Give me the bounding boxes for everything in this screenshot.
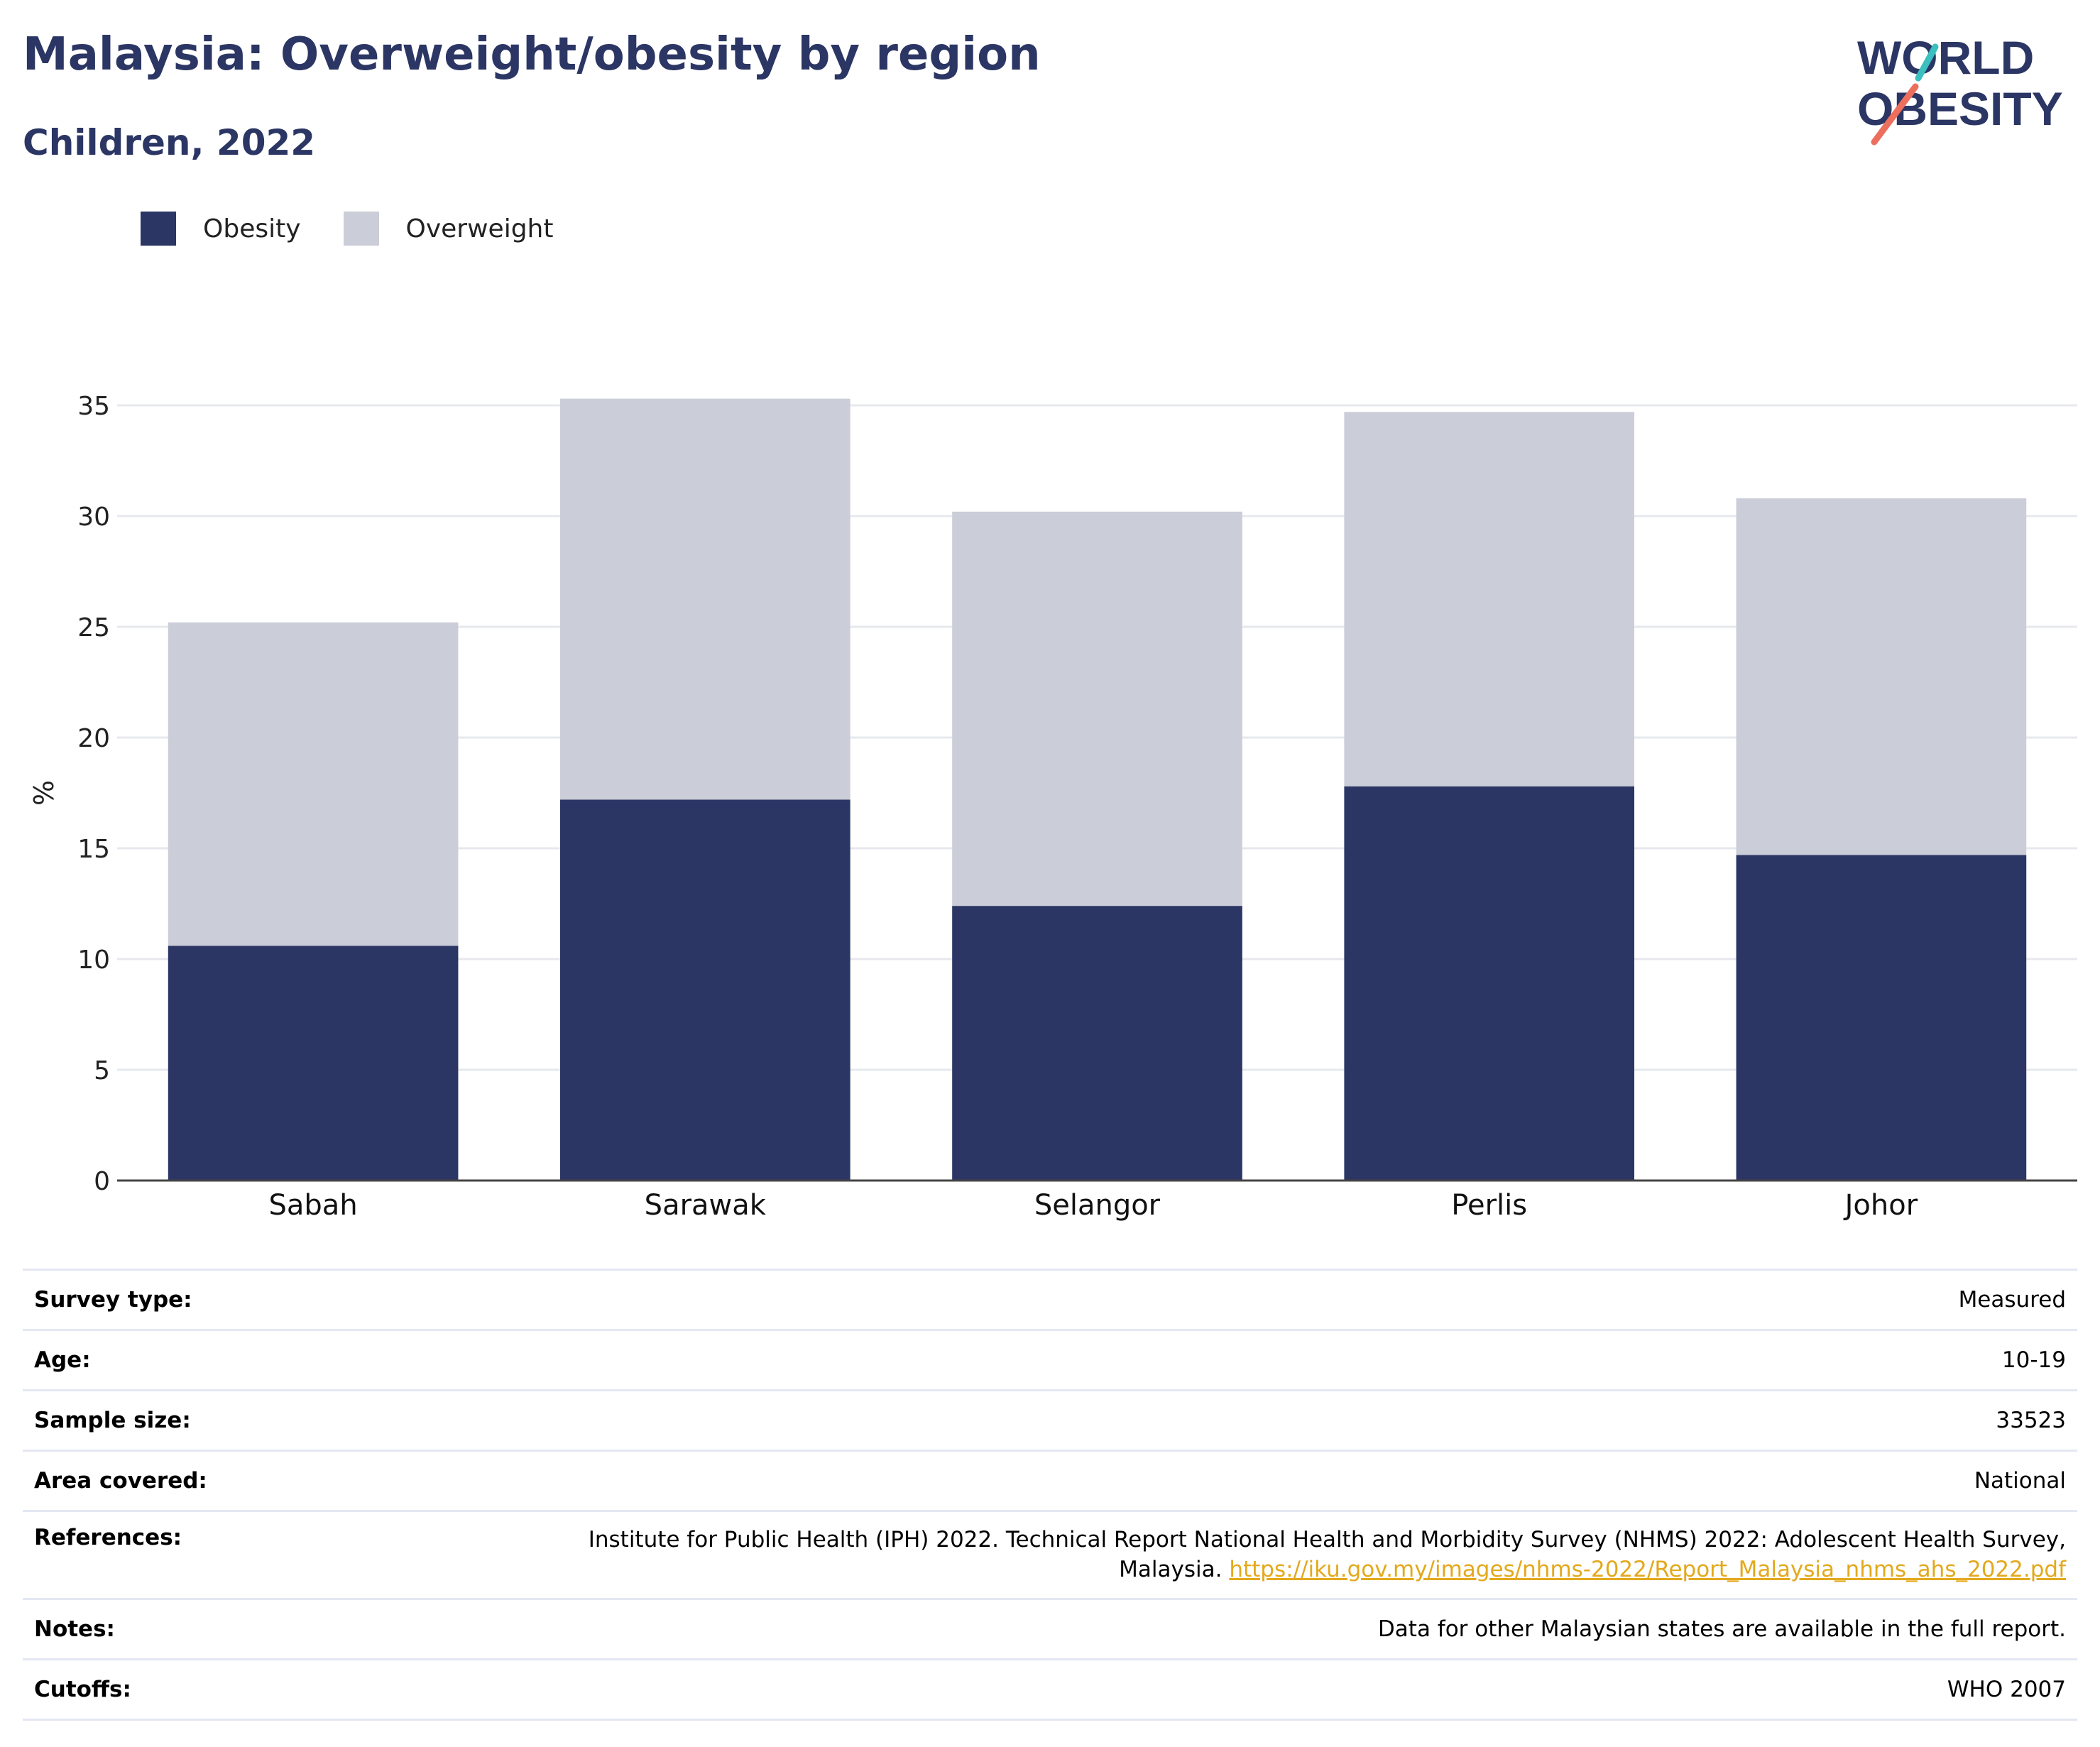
svg-text:WORLD: WORLD <box>1857 31 2034 84</box>
chart-legend: Obesity Overweight <box>141 210 596 247</box>
x-tick-label: Perlis <box>1451 1189 1527 1222</box>
svg-text:OBESITY: OBESITY <box>1857 82 2063 135</box>
y-tick-label: 35 <box>77 392 110 421</box>
reference-text: Institute for Public Health (IPH) 2022. … <box>588 1527 2066 1552</box>
x-tick-label: Sarawak <box>645 1189 767 1222</box>
chart-subtitle: Children, 2022 <box>23 122 316 163</box>
meta-key: References: <box>34 1525 182 1550</box>
y-tick-label: 5 <box>94 1056 110 1085</box>
bar-overweight-sarawak <box>559 398 851 800</box>
meta-key: Sample size: <box>34 1408 191 1433</box>
bar-overweight-selangor <box>952 511 1242 907</box>
bar-obesity-selangor <box>952 906 1242 1181</box>
meta-value: Data for other Malaysian states are avai… <box>1377 1616 2066 1642</box>
meta-row-sample-size: Sample size: 33523 <box>23 1389 2077 1450</box>
bar-overweight-johor <box>1736 498 2027 855</box>
bar-obesity-perlis <box>1344 786 1635 1181</box>
meta-key: Survey type: <box>34 1287 192 1313</box>
y-tick-label: 30 <box>77 503 110 532</box>
legend-label-obesity: Obesity <box>203 214 301 243</box>
meta-key: Area covered: <box>34 1468 207 1494</box>
legend-item-overweight[interactable]: Overweight <box>343 212 554 246</box>
bar-overweight-sabah <box>168 622 459 946</box>
meta-value: 33523 <box>1996 1408 2066 1433</box>
y-tick-label: 10 <box>77 946 110 975</box>
bar-obesity-sarawak <box>559 799 851 1181</box>
meta-key: Age: <box>34 1347 91 1373</box>
legend-swatch-overweight <box>343 212 379 246</box>
world-obesity-logo: WORLD OBESITY <box>1857 31 2063 146</box>
meta-value: Institute for Public Health (IPH) 2022. … <box>589 1525 2077 1584</box>
chart-title: Malaysia: Overweight/obesity by region <box>23 28 1041 81</box>
stacked-bar-chart: 0 5 10 15 20 25 30 35% Sabah Sarawak Selangor Perli… <box>28 392 2077 1222</box>
x-tick-label: Selangor <box>1034 1189 1161 1222</box>
meta-row-area: Area covered: National <box>23 1450 2077 1510</box>
bar-obesity-johor <box>1736 855 2027 1181</box>
legend-swatch-obesity <box>141 212 176 246</box>
reference-link[interactable]: https://iku.gov.my/images/nhms-2022/Repo… <box>1229 1557 2066 1582</box>
meta-key: Cutoffs: <box>34 1677 131 1702</box>
meta-key: Notes: <box>34 1616 115 1642</box>
meta-row-notes: Notes: Data for other Malaysian states a… <box>23 1598 2077 1658</box>
meta-row-references: References: Institute for Public Health … <box>23 1510 2077 1598</box>
meta-value: 10-19 <box>2001 1347 2066 1373</box>
reference-text-2: Malaysia. <box>1119 1557 1223 1582</box>
y-tick-label: 15 <box>77 835 110 864</box>
y-axis-label: % <box>28 780 60 806</box>
legend-item-obesity[interactable]: Obesity <box>141 212 301 246</box>
y-tick-label: 0 <box>94 1167 110 1196</box>
meta-row-survey-type: Survey type: Measured <box>23 1269 2077 1329</box>
metadata-table: Survey type: Measured Age: 10-19 Sample … <box>23 1269 2077 1721</box>
bar-obesity-sabah <box>168 946 459 1181</box>
bar-overweight-perlis <box>1344 412 1635 787</box>
x-tick-label: Johor <box>1843 1189 1918 1222</box>
meta-value: WHO 2007 <box>1947 1677 2066 1702</box>
meta-value: National <box>1974 1468 2066 1494</box>
meta-value: Measured <box>1958 1287 2066 1313</box>
meta-row-age: Age: 10-19 <box>23 1329 2077 1389</box>
y-tick-label: 20 <box>77 724 110 753</box>
meta-row-cutoffs: Cutoffs: WHO 2007 <box>23 1658 2077 1721</box>
x-tick-label: Sabah <box>269 1189 358 1222</box>
y-tick-label: 25 <box>77 613 110 642</box>
legend-label-overweight: Overweight <box>405 214 554 243</box>
